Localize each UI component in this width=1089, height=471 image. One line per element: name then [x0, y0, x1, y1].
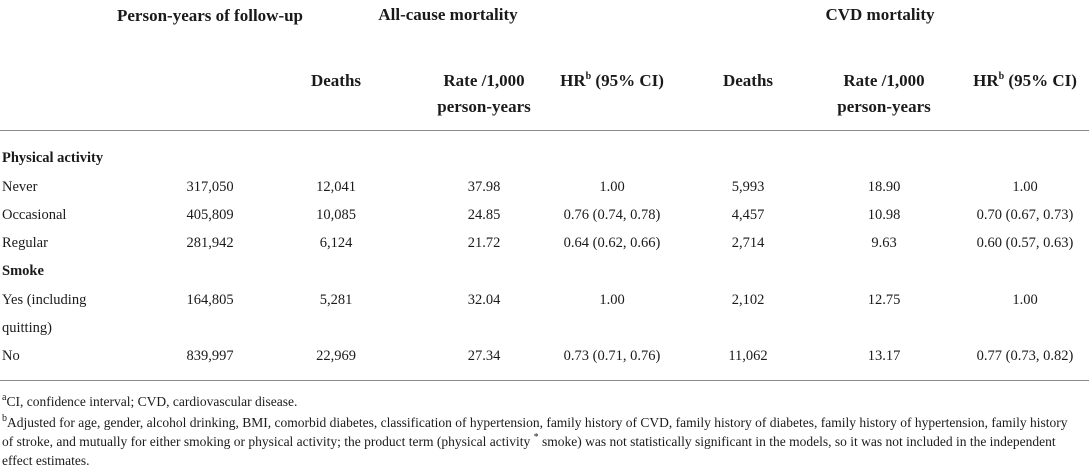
cvd-deaths-value: 2,102	[731, 292, 765, 308]
ac-rate-value: 32.04	[467, 292, 501, 308]
row-label: No	[2, 348, 20, 364]
ac-rate-value: 21.72	[467, 235, 501, 251]
ac-deaths-value: 10,085	[316, 207, 356, 223]
row-label: Never	[2, 179, 38, 195]
ac-rate-value: 37.98	[467, 179, 501, 195]
ac-rate-value: 24.85	[467, 207, 501, 223]
cvd-rate-value: 18.90	[867, 179, 901, 195]
cvd-hr-value: 0.77 (0.73, 0.82)	[976, 348, 1074, 364]
cvd-hr-value: 0.60 (0.57, 0.63)	[976, 235, 1074, 251]
cvd-deaths-value: 11,062	[728, 348, 768, 364]
cvd-hr-value: 1.00	[1012, 179, 1038, 195]
cvd-hr-value: 1.00	[1012, 292, 1038, 308]
cvd-rate-value: 10.98	[867, 207, 901, 223]
row-label-continued: quitting)	[2, 320, 52, 336]
footnote-a: aCI, confidence interval; CVD, cardiovas…	[2, 392, 298, 409]
person-years-value: 405,809	[186, 207, 234, 223]
header-all-cause-mortality: All-cause mortality	[378, 5, 518, 24]
ac-deaths-value: 5,281	[319, 292, 353, 308]
ac-deaths-value: 22,969	[316, 348, 356, 364]
ac-hr-value: 1.00	[599, 292, 625, 308]
header-cvd-mortality: CVD mortality	[825, 5, 935, 24]
person-years-value: 317,050	[186, 179, 234, 195]
cvd-deaths-value: 4,457	[731, 207, 765, 223]
cvd-rate-value: 13.17	[867, 348, 901, 364]
ac-hr-value: 1.00	[599, 179, 625, 195]
cvd-deaths-value: 5,993	[731, 179, 765, 195]
cvd-deaths-value: 2,714	[731, 235, 765, 251]
cvd-rate-value: 9.63	[871, 235, 897, 251]
header-cvd-deaths: Deaths	[722, 71, 774, 90]
ac-hr-value: 0.76 (0.74, 0.78)	[563, 207, 661, 223]
section-title-smoke: Smoke	[2, 263, 44, 279]
person-years-value: 839,997	[186, 348, 234, 364]
header-cvd-rate: Rate /1,000 person-years	[837, 71, 931, 116]
header-ac-hr: HRb (95% CI)	[560, 71, 664, 90]
person-years-value: 164,805	[186, 292, 234, 308]
ac-deaths-value: 12,041	[316, 179, 356, 195]
section-title-physical-activity: Physical activity	[2, 150, 104, 166]
header-person-years: Person-years of follow-up	[116, 6, 304, 25]
table-bottom-rule	[0, 380, 1089, 381]
cvd-hr-value: 0.70 (0.67, 0.73)	[976, 207, 1074, 223]
ac-hr-value: 0.64 (0.62, 0.66)	[563, 235, 661, 251]
ac-deaths-value: 6,124	[319, 235, 353, 251]
ac-hr-value: 0.73 (0.71, 0.76)	[563, 348, 661, 364]
header-cvd-hr: HRb (95% CI)	[973, 71, 1077, 90]
row-label: Regular	[2, 235, 48, 251]
header-ac-rate: Rate /1,000 person-years	[437, 71, 531, 116]
person-years-value: 281,942	[186, 235, 234, 251]
header-ac-deaths: Deaths	[310, 71, 362, 90]
row-label: Occasional	[2, 207, 67, 223]
ac-rate-value: 27.34	[467, 348, 501, 364]
footnote-b: bAdjusted for age, gender, alcohol drink…	[2, 413, 1068, 468]
header-rule	[0, 130, 1089, 131]
cvd-rate-value: 12.75	[867, 292, 901, 308]
row-label: Yes (including	[2, 292, 87, 308]
